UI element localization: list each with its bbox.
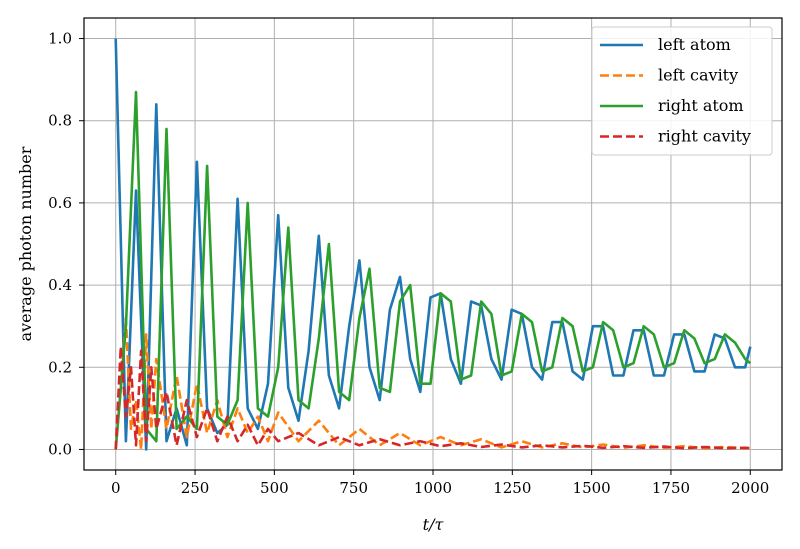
x-tick-label: 1500 [573, 479, 611, 497]
y-tick-label: 1.0 [48, 30, 72, 48]
x-tick-label: 750 [339, 479, 368, 497]
legend-box [591, 26, 773, 156]
y-axis-label: average photon number [16, 146, 35, 341]
plot-lines [114, 38, 752, 451]
y-tick-label: 0.6 [48, 194, 72, 212]
x-axis: 0 250 500 750 1000 1250 1500 1750 2000 [111, 470, 769, 497]
series-line-right-atom [114, 90, 752, 450]
x-tick-label: 1750 [652, 479, 690, 497]
legend-label: right cavity [658, 127, 751, 146]
legend: left atom left cavity right atom right cavi… [591, 26, 773, 156]
y-tick-label: 0.4 [48, 276, 72, 294]
x-tick-label: 1000 [414, 479, 452, 497]
y-axis: 0.0 0.2 0.4 0.6 0.8 1.0 [48, 30, 84, 458]
legend-label: left atom [658, 35, 731, 54]
x-tick-label: 2000 [731, 479, 769, 497]
y-tick-label: 0.0 [48, 440, 72, 458]
legend-label: left cavity [658, 66, 738, 85]
x-tick-label: 0 [111, 479, 121, 497]
x-tick-label: 1250 [493, 479, 531, 497]
x-axis-label: t/τ [423, 515, 445, 534]
y-tick-label: 0.8 [48, 112, 72, 130]
x-tick-label: 250 [181, 479, 210, 497]
legend-label: right atom [658, 96, 744, 115]
y-tick-label: 0.2 [48, 358, 72, 376]
series-line-right-cavity [114, 345, 751, 450]
x-tick-label: 500 [260, 479, 289, 497]
